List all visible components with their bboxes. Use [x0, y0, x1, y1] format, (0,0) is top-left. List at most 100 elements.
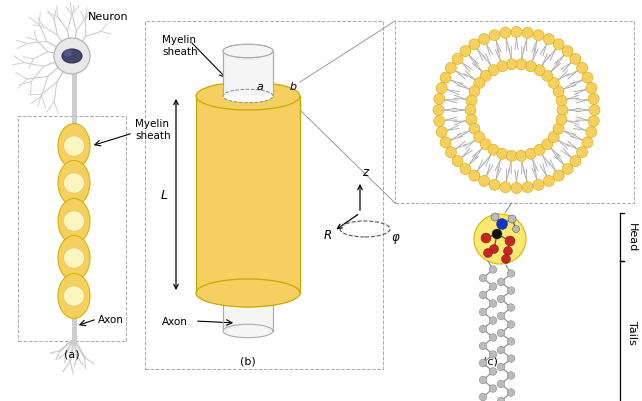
Circle shape	[507, 389, 515, 396]
Bar	[395, 22, 634, 203]
Text: b: b	[289, 82, 296, 92]
Circle shape	[434, 116, 445, 127]
Circle shape	[582, 73, 593, 84]
Circle shape	[479, 275, 487, 282]
Text: Neuron: Neuron	[88, 12, 128, 22]
Circle shape	[469, 171, 480, 182]
Circle shape	[543, 34, 555, 45]
Circle shape	[436, 83, 447, 94]
Circle shape	[542, 139, 553, 150]
Circle shape	[490, 84, 543, 137]
Circle shape	[548, 132, 559, 143]
Circle shape	[507, 355, 515, 363]
Circle shape	[497, 397, 505, 401]
Circle shape	[501, 255, 510, 264]
Ellipse shape	[196, 83, 300, 111]
Ellipse shape	[64, 211, 84, 231]
Circle shape	[543, 176, 555, 187]
Circle shape	[553, 124, 564, 135]
Ellipse shape	[58, 124, 90, 169]
Circle shape	[516, 151, 527, 162]
Circle shape	[512, 226, 519, 233]
Circle shape	[507, 304, 515, 312]
Circle shape	[497, 380, 505, 388]
Circle shape	[553, 87, 564, 97]
Text: R: R	[324, 229, 332, 242]
Circle shape	[522, 182, 533, 193]
Circle shape	[469, 87, 480, 97]
Circle shape	[516, 60, 527, 71]
Circle shape	[542, 71, 553, 82]
Ellipse shape	[64, 136, 84, 157]
Circle shape	[489, 368, 497, 375]
Text: Axon: Axon	[162, 316, 188, 326]
Circle shape	[480, 139, 491, 150]
Circle shape	[469, 124, 480, 135]
Circle shape	[497, 346, 505, 354]
Circle shape	[489, 30, 500, 42]
Circle shape	[436, 127, 447, 138]
Circle shape	[556, 115, 567, 126]
Circle shape	[440, 73, 451, 84]
Circle shape	[525, 62, 536, 73]
Circle shape	[481, 233, 491, 243]
Circle shape	[496, 219, 507, 230]
Text: a: a	[257, 82, 263, 92]
Text: L: L	[161, 188, 168, 201]
Circle shape	[479, 342, 487, 350]
Circle shape	[500, 182, 511, 193]
Circle shape	[466, 115, 477, 126]
Circle shape	[508, 215, 516, 223]
Ellipse shape	[223, 45, 273, 59]
Ellipse shape	[64, 286, 84, 306]
Circle shape	[434, 94, 445, 105]
Ellipse shape	[64, 248, 84, 268]
Ellipse shape	[58, 274, 90, 319]
Circle shape	[469, 40, 480, 51]
Text: Head: Head	[627, 223, 637, 252]
Circle shape	[479, 292, 487, 299]
Circle shape	[478, 34, 490, 45]
Polygon shape	[223, 52, 273, 331]
Circle shape	[474, 132, 485, 143]
Circle shape	[446, 147, 456, 158]
Circle shape	[489, 266, 497, 273]
Circle shape	[522, 28, 533, 39]
Circle shape	[452, 54, 463, 65]
Text: (c): (c)	[483, 356, 498, 366]
Text: Myelin
sheath: Myelin sheath	[135, 119, 171, 141]
Ellipse shape	[64, 174, 84, 194]
Circle shape	[479, 359, 487, 367]
Polygon shape	[223, 52, 273, 97]
Ellipse shape	[58, 236, 90, 281]
Circle shape	[507, 338, 515, 345]
Circle shape	[489, 317, 497, 324]
Text: (b): (b)	[240, 356, 256, 366]
Circle shape	[446, 63, 456, 74]
Circle shape	[586, 83, 597, 94]
Circle shape	[483, 249, 492, 258]
Polygon shape	[196, 97, 300, 293]
Circle shape	[460, 164, 471, 175]
Circle shape	[489, 385, 497, 392]
Circle shape	[460, 47, 471, 57]
Circle shape	[507, 321, 515, 328]
Circle shape	[589, 105, 600, 116]
Circle shape	[478, 176, 490, 187]
Circle shape	[525, 149, 536, 160]
Circle shape	[553, 40, 564, 51]
Bar	[18, 117, 126, 341]
Circle shape	[577, 147, 587, 158]
Circle shape	[452, 156, 463, 167]
Circle shape	[586, 127, 597, 138]
Circle shape	[491, 213, 499, 221]
Circle shape	[570, 54, 581, 65]
Circle shape	[492, 229, 502, 239]
Text: Axon: Axon	[98, 314, 124, 324]
Circle shape	[489, 334, 497, 341]
Circle shape	[588, 116, 599, 127]
Bar	[145, 22, 383, 369]
Text: z: z	[362, 166, 368, 178]
Circle shape	[440, 138, 451, 148]
Ellipse shape	[58, 199, 90, 244]
